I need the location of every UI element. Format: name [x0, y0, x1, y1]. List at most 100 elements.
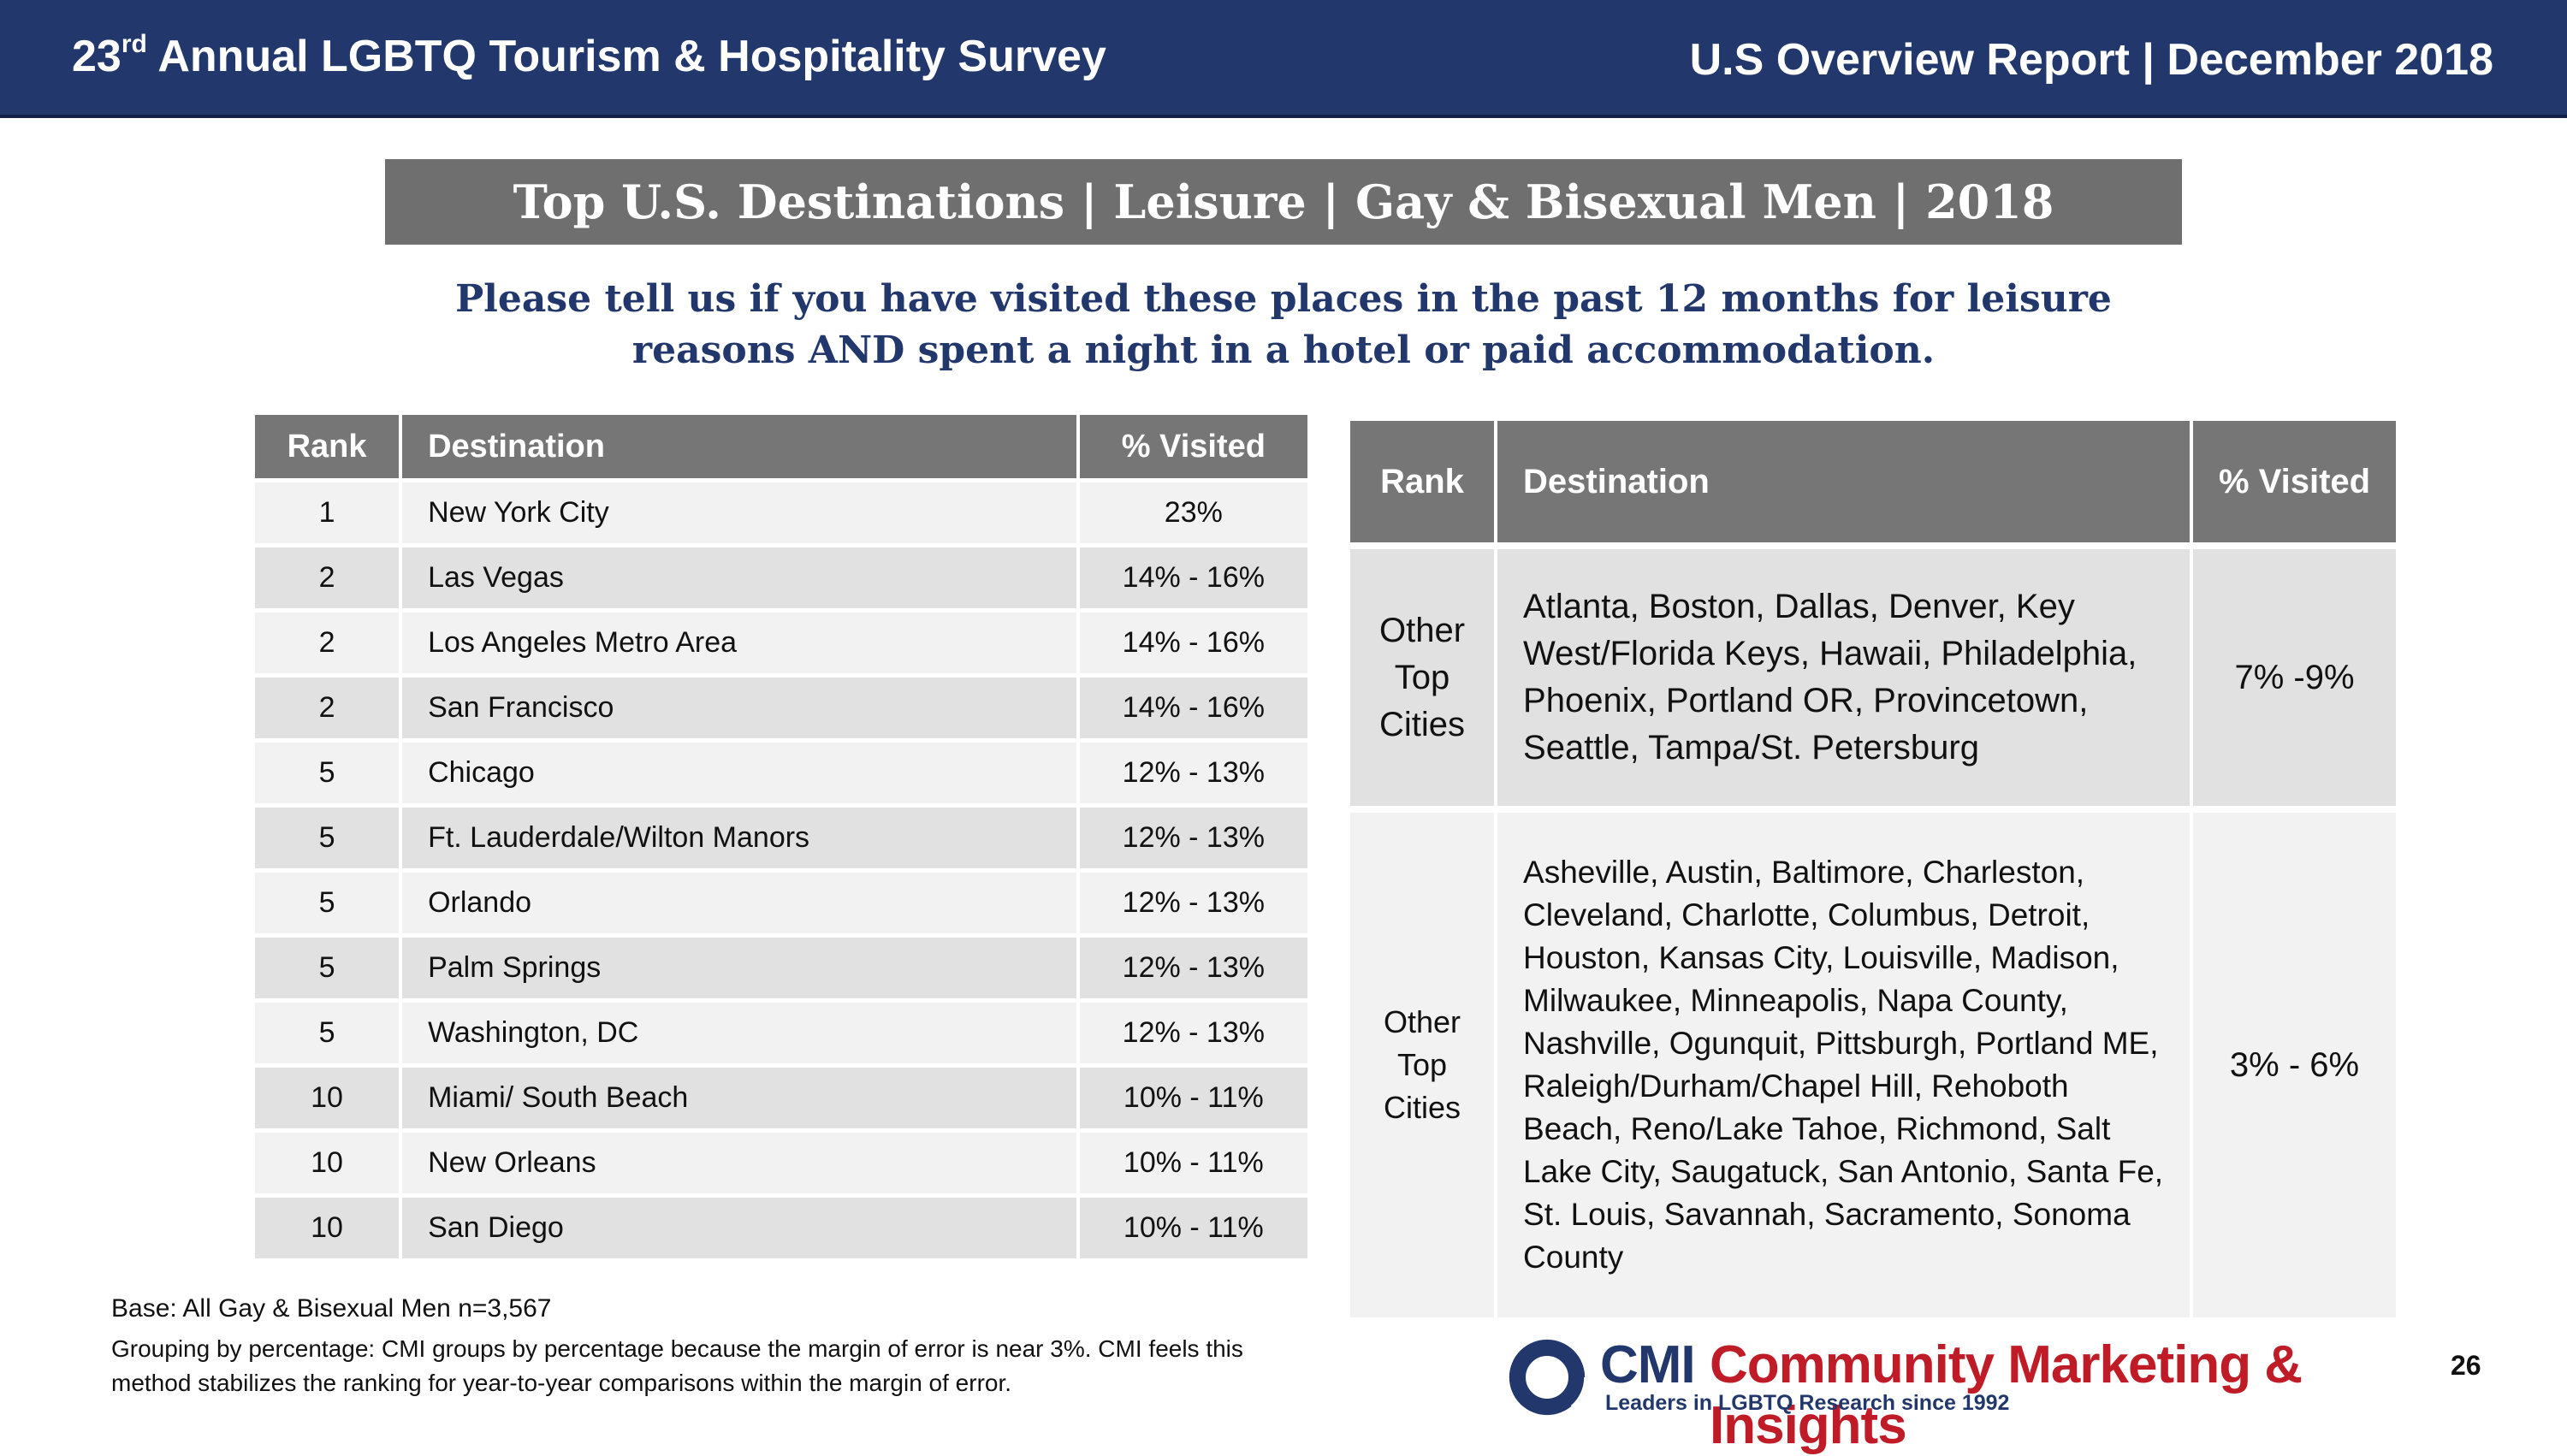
- destination-line: Milwaukee, Minneapolis, Napa County,: [1523, 983, 2068, 1018]
- destination-line: Nashville, Ogunquit, Pittsburgh, Portlan…: [1523, 1026, 2159, 1061]
- visited-cell: 10% - 11%: [1079, 1068, 1307, 1128]
- table-row: 5 Chicago 12% - 13%: [255, 743, 1307, 803]
- visited-cell: 23%: [1079, 482, 1307, 543]
- logo-tagline: Leaders in LGBTQ Research since 1992: [1605, 1391, 2010, 1415]
- visited-cell: 3% - 6%: [2193, 813, 2396, 1317]
- visited-cell: 12% - 13%: [1079, 938, 1307, 998]
- table-row: 2 Los Angeles Metro Area 14% - 16%: [255, 613, 1307, 673]
- table-row: 10 Miami/ South Beach 10% - 11%: [255, 1068, 1307, 1128]
- rank-cell: 10: [255, 1198, 403, 1258]
- survey-title-text: Annual LGBTQ Tourism & Hospitality Surve…: [146, 32, 1106, 81]
- question-line-1: Please tell us if you have visited these…: [455, 277, 2112, 321]
- header-bar: 23rd Annual LGBTQ Tourism & Hospitality …: [0, 0, 2567, 118]
- rank-cell: 2: [255, 613, 403, 673]
- destination-line: County: [1523, 1240, 1624, 1275]
- rank-line: Other: [1384, 1004, 1461, 1039]
- table-header-row: Rank Destination % Visited: [255, 415, 1307, 478]
- rank-cell: 10: [255, 1068, 403, 1128]
- cmi-logo: CMI Community Marketing & Insights Leade…: [1504, 1335, 2386, 1455]
- table-row: 1 New York City 23%: [255, 482, 1307, 543]
- rank-header: Rank: [255, 415, 403, 478]
- destination-line: Asheville, Austin, Baltimore, Charleston…: [1523, 855, 2085, 890]
- destination-cell: San Francisco: [402, 678, 1080, 738]
- destination-header: Destination: [1497, 421, 2194, 542]
- rank-cell: 10: [255, 1133, 403, 1193]
- survey-question: Please tell us if you have visited these…: [385, 274, 2182, 376]
- cmi-logo-mark: [1508, 1338, 1586, 1417]
- destination-line: Beach, Reno/Lake Tahoe, Richmond, Salt: [1523, 1111, 2111, 1146]
- visited-cell: 12% - 13%: [1079, 808, 1307, 868]
- survey-title-number: 23: [72, 32, 122, 81]
- visited-cell: 10% - 11%: [1079, 1198, 1307, 1258]
- rank-line: Cities: [1384, 1090, 1461, 1125]
- rank-header: Rank: [1350, 421, 1498, 542]
- table-body: Other Top Cities Atlanta, Boston, Dallas, D…: [1350, 549, 2396, 1317]
- grouping-note-line-2: method stabilizes the ranking for year-t…: [111, 1370, 1012, 1396]
- page-number: 26: [2451, 1350, 2481, 1381]
- table-row: 5 Washington, DC 12% - 13%: [255, 1003, 1307, 1063]
- visited-cell: 12% - 13%: [1079, 873, 1307, 933]
- destination-line: Atlanta, Boston, Dallas, Denver, Key: [1523, 588, 2075, 625]
- other-cities-table: Rank Destination % Visited Other Top Citie…: [1350, 414, 2396, 1324]
- destination-header: Destination: [402, 415, 1080, 478]
- rank-cell: 2: [255, 547, 403, 608]
- visited-cell: 7% -9%: [2193, 549, 2396, 806]
- rank-cell: 2: [255, 678, 403, 738]
- question-line-2: reasons AND spent a night in a hotel or …: [631, 328, 1936, 372]
- grouping-note: Grouping by percentage: CMI groups by pe…: [111, 1332, 1369, 1400]
- report-title: U.S Overview Report | December 2018: [1689, 35, 2493, 85]
- rank-cell: 5: [255, 873, 403, 933]
- visited-cell: 14% - 16%: [1079, 678, 1307, 738]
- destination-cell: San Diego: [402, 1198, 1080, 1258]
- destination-line: Houston, Kansas City, Louisville, Madiso…: [1523, 940, 2119, 975]
- rank-cell: 5: [255, 808, 403, 868]
- table-body: 1 New York City 23% 2 Las Vegas 14% - 16% 2 Los…: [255, 482, 1307, 1258]
- destination-line: Raleigh/Durham/Chapel Hill, Rehoboth: [1523, 1068, 2069, 1104]
- destination-line: St. Louis, Savannah, Sacramento, Sonoma: [1523, 1197, 2131, 1232]
- rank-cell: 5: [255, 938, 403, 998]
- rank-line: Top: [1397, 1047, 1448, 1082]
- rank-cell: 1: [255, 482, 403, 543]
- destination-line: West/Florida Keys, Hawaii, Philadelphia,: [1523, 635, 2137, 672]
- destination-cell: Atlanta, Boston, Dallas, Denver, Key West…: [1497, 549, 2194, 806]
- logo-cmi-text: CMI: [1600, 1335, 1696, 1394]
- visited-cell: 14% - 16%: [1079, 613, 1307, 673]
- table-row: 10 New Orleans 10% - 11%: [255, 1133, 1307, 1193]
- destination-line: Cleveland, Charlotte, Columbus, Detroit,: [1523, 897, 2090, 932]
- visited-cell: 12% - 13%: [1079, 743, 1307, 803]
- slide-title-bar: Top U.S. Destinations | Leisure | Gay & …: [385, 159, 2182, 245]
- destination-cell: Orlando: [402, 873, 1080, 933]
- destination-cell: Asheville, Austin, Baltimore, Charleston…: [1497, 813, 2194, 1317]
- rank-line: Top: [1394, 658, 1450, 696]
- table-row: 2 San Francisco 14% - 16%: [255, 678, 1307, 738]
- base-note: Base: All Gay & Bisexual Men n=3,567: [111, 1294, 552, 1323]
- table-row: 5 Palm Springs 12% - 13%: [255, 938, 1307, 998]
- destination-cell: Washington, DC: [402, 1003, 1080, 1063]
- destination-line: Lake City, Saugatuck, San Antonio, Santa…: [1523, 1154, 2164, 1189]
- destination-line: Phoenix, Portland OR, Provincetown,: [1523, 682, 2089, 719]
- table-row: Other Top Cities Atlanta, Boston, Dallas, D…: [1350, 549, 2396, 806]
- rank-line: Cities: [1379, 705, 1466, 743]
- visited-cell: 10% - 11%: [1079, 1133, 1307, 1193]
- table-row: 5 Orlando 12% - 13%: [255, 873, 1307, 933]
- grouping-note-line-1: Grouping by percentage: CMI groups by pe…: [111, 1335, 1243, 1362]
- destination-cell: Palm Springs: [402, 938, 1080, 998]
- table-row: 5 Ft. Lauderdale/Wilton Manors 12% - 13%: [255, 808, 1307, 868]
- table-row: 2 Las Vegas 14% - 16%: [255, 547, 1307, 608]
- rank-cell: 5: [255, 743, 403, 803]
- visited-header: % Visited: [2193, 421, 2396, 542]
- table-header-row: Rank Destination % Visited: [1350, 421, 2396, 542]
- destination-cell: Miami/ South Beach: [402, 1068, 1080, 1128]
- rank-line: Other: [1379, 611, 1466, 649]
- destination-cell: New York City: [402, 482, 1080, 543]
- survey-title: 23rd Annual LGBTQ Tourism & Hospitality …: [72, 29, 1106, 82]
- table-row: 10 San Diego 10% - 11%: [255, 1198, 1307, 1258]
- top-destinations-table: Rank Destination % Visited 1 New York Cit…: [255, 411, 1307, 1263]
- table-row: Other Top Cities Asheville, Austin, Baltimo…: [1350, 813, 2396, 1317]
- survey-title-suffix: rd: [121, 29, 147, 58]
- visited-header: % Visited: [1079, 415, 1307, 478]
- destination-cell: New Orleans: [402, 1133, 1080, 1193]
- visited-cell: 12% - 13%: [1079, 1003, 1307, 1063]
- visited-cell: 14% - 16%: [1079, 547, 1307, 608]
- destination-cell: Chicago: [402, 743, 1080, 803]
